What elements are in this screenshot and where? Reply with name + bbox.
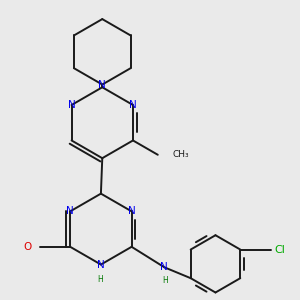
Text: Cl: Cl bbox=[274, 244, 285, 254]
Text: N: N bbox=[129, 100, 137, 110]
Text: CH₃: CH₃ bbox=[173, 150, 189, 159]
Text: N: N bbox=[68, 100, 75, 110]
Text: N: N bbox=[97, 260, 105, 269]
Text: N: N bbox=[98, 80, 106, 89]
Text: H: H bbox=[98, 275, 103, 284]
Text: O: O bbox=[23, 242, 31, 252]
Text: N: N bbox=[128, 206, 136, 216]
Text: H: H bbox=[162, 276, 168, 285]
Text: N: N bbox=[66, 206, 74, 216]
Text: N: N bbox=[160, 262, 168, 272]
